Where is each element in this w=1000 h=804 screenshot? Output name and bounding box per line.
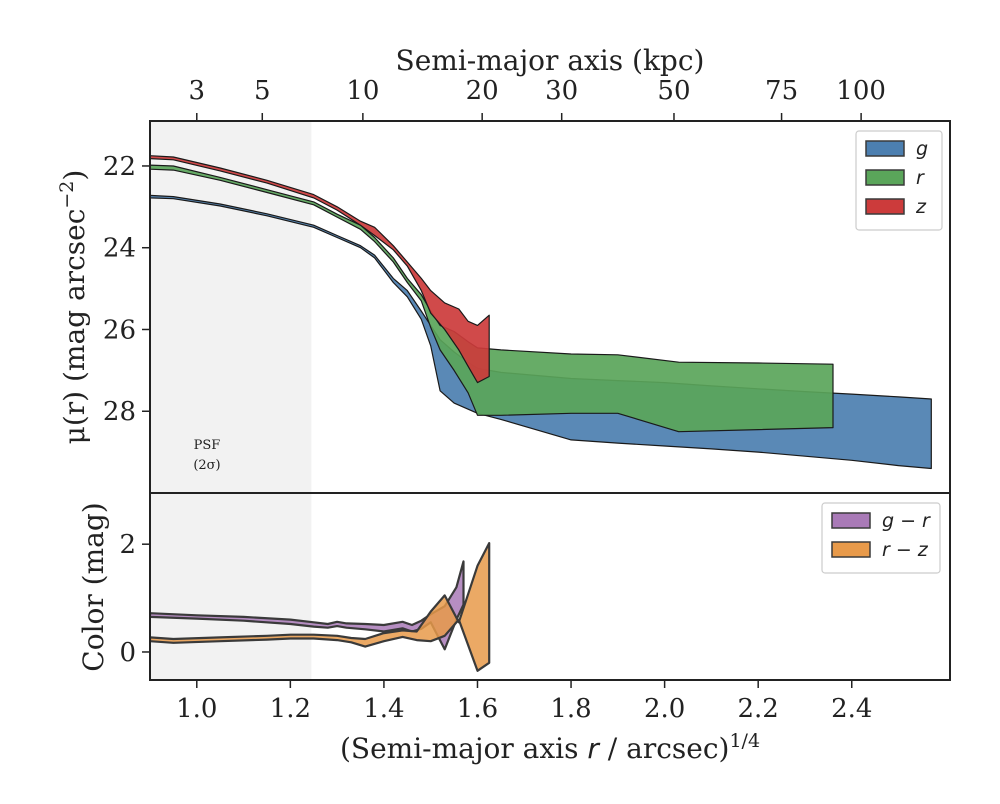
kpc-tick-label-20: 20 [466,76,499,106]
legend-swatch-r-z [831,541,871,558]
surface-brightness-y-label: μ(r) (mag arcsec−2) [56,170,91,445]
color-y-ticks: 02 [119,530,150,668]
kpc-tick-label-75: 75 [765,76,798,106]
legend-swatch-r [865,169,905,186]
color-y-label: Color (mag) [77,502,110,671]
kpc-tick-label-30: 30 [545,76,578,106]
x-tick-label-1.8: 1.8 [550,694,591,724]
y-tick-label-26: 26 [103,315,136,345]
x-tick-label-2.2: 2.2 [738,694,779,724]
legend-label-g: g [916,138,928,160]
psf-shaded-region-color [150,493,312,680]
x-axis-label: (Semi-major axis r / arcsec)1/4 [340,730,760,765]
x-tick-label-2.0: 2.0 [644,694,685,724]
xlabel-main: (Semi-major axis [340,732,587,765]
band-r [150,164,834,433]
ylabel-main: μ(r) (mag arcsec [58,209,91,445]
y-tick-label-28: 28 [103,397,136,427]
x-tick-label-2.4: 2.4 [831,694,872,724]
xlabel-superscript: 1/4 [729,730,760,752]
ylabel-superscript: −2 [56,181,78,209]
psf-label-line2: (2σ) [193,458,220,473]
kpc-tick-label-50: 50 [657,76,690,106]
psf-shaded-region [150,121,312,493]
kpc-tick-label-100: 100 [836,76,886,106]
x-axis-ticks: 1.0 1.2 1.4 1.6 1.8 2.0 2.2 2.4 [176,680,872,724]
legend-swatch-z [865,198,905,215]
legend-swatch-g-r [831,512,871,529]
color-series-group [150,542,491,672]
x-tick-label-1.6: 1.6 [457,694,498,724]
psf-label-line1: PSF [194,438,221,453]
color-panel: 02 1.0 1.2 1.4 1.6 1.8 2.0 2.2 2.4 Color (mag) … [77,492,951,765]
band-r-z [150,542,491,672]
x-tick-label-1.0: 1.0 [176,694,217,724]
color-legend: g − r r − z [821,502,941,574]
band-z [150,155,490,384]
xlabel-tail: / arcsec) [599,732,730,765]
x-tick-label-1.4: 1.4 [363,694,404,724]
surface-brightness-series-group [150,155,932,470]
surface-brightness-panel: PSF (2σ) 22 24 26 28 3 5 10 20 30 50 75 100 Semi-m… [56,44,951,494]
top-kpc-axis-label: Semi-major axis (kpc) [396,44,705,77]
kpc-tick-label-10: 10 [346,76,379,106]
xlabel-italic: r [587,732,600,765]
ylabel-tail: ) [58,170,91,181]
color-y-tick-label-0: 0 [119,638,136,668]
color-axes-frame [149,492,951,681]
top-kpc-axis-ticks: 3 5 10 20 30 50 75 100 [189,76,886,121]
legend-label-r-z: r − z [882,539,929,561]
x-tick-label-1.2: 1.2 [270,694,311,724]
kpc-tick-label-5: 5 [254,76,271,106]
legend-swatch-g [865,140,905,157]
surface-brightness-legend: grz [855,130,943,231]
legend-label-r: r [916,167,925,189]
legend-label-z: z [915,196,927,218]
color-y-tick-label-2: 2 [119,530,136,560]
kpc-tick-label-3: 3 [189,76,206,106]
y-tick-label-24: 24 [103,234,136,264]
legend-label-g-r: g − r [882,510,931,532]
surface-brightness-y-ticks: 22 24 26 28 [103,152,150,427]
y-tick-label-22: 22 [103,152,136,182]
